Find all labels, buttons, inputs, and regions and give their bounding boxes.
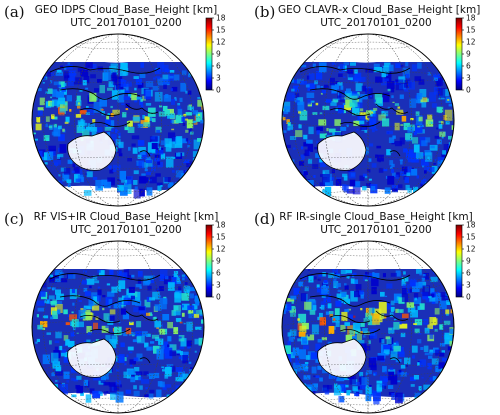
colorbar-tick-label: 9 bbox=[466, 257, 471, 266]
panel-label: (a) bbox=[4, 3, 25, 21]
colorbar-gradient bbox=[206, 225, 212, 297]
colorbar-tick-label: 3 bbox=[466, 281, 471, 290]
globe-surface bbox=[280, 32, 456, 208]
panel-time-text: UTC_20170101_0200 bbox=[28, 224, 224, 237]
panel-b: (b) GEO CLAVR-x Cloud_Base_Height [km] U… bbox=[250, 0, 500, 206]
colorbar-tick-label: 0 bbox=[216, 293, 221, 302]
globe-surface bbox=[30, 239, 206, 415]
colorbar-tick-label: 9 bbox=[216, 257, 221, 266]
colorbar-tick-label: 3 bbox=[216, 74, 221, 83]
globe-surface bbox=[280, 239, 456, 415]
colorbar-tick-label: 18 bbox=[466, 221, 476, 230]
colorbar-gradient bbox=[456, 18, 462, 90]
globe-map bbox=[30, 32, 206, 208]
panel-title-text: GEO IDPS Cloud_Base_Height [km] bbox=[28, 4, 224, 17]
colorbar-tick-label: 12 bbox=[216, 245, 226, 254]
colorbar-tick-label: 0 bbox=[466, 86, 471, 95]
panel-title-text: GEO CLAVR-x Cloud_Base_Height [km] bbox=[278, 4, 474, 17]
panel-label: (d) bbox=[254, 210, 275, 228]
colorbar-gradient bbox=[206, 18, 212, 90]
globe-surface bbox=[30, 32, 206, 208]
colorbar-tick-label: 0 bbox=[216, 86, 221, 95]
panel-time-text: UTC_20170101_0200 bbox=[28, 17, 224, 30]
colorbar-tick-label: 9 bbox=[466, 50, 471, 59]
colorbar-tick-label: 18 bbox=[466, 14, 476, 23]
colorbar-tick-label: 6 bbox=[216, 269, 221, 278]
panel-d: (d) RF IR-single Cloud_Base_Height [km] … bbox=[250, 207, 500, 413]
panel-title: GEO IDPS Cloud_Base_Height [km] UTC_2017… bbox=[28, 4, 224, 30]
panel-a: (a) GEO IDPS Cloud_Base_Height [km] UTC_… bbox=[0, 0, 250, 206]
colorbar-tick-label: 15 bbox=[216, 26, 226, 35]
colorbar-tick-label: 18 bbox=[216, 221, 226, 230]
panel-title: RF IR-single Cloud_Base_Height [km] UTC_… bbox=[278, 211, 474, 237]
colorbar-tick-label: 12 bbox=[216, 38, 226, 47]
colorbar-tick-label: 9 bbox=[216, 50, 221, 59]
globe-map bbox=[30, 239, 206, 415]
globe-map bbox=[280, 239, 456, 415]
globe-map bbox=[280, 32, 456, 208]
panel-time-text: UTC_20170101_0200 bbox=[278, 17, 474, 30]
colorbar-tick-label: 15 bbox=[466, 233, 476, 242]
colorbar-tick-label: 6 bbox=[466, 269, 471, 278]
colorbar-tick-label: 3 bbox=[466, 74, 471, 83]
panel-title: GEO CLAVR-x Cloud_Base_Height [km] UTC_2… bbox=[278, 4, 474, 30]
colorbar-tick-label: 18 bbox=[216, 14, 226, 23]
colorbar-tick-label: 6 bbox=[466, 62, 471, 71]
panel-c: (c) RF VIS+IR Cloud_Base_Height [km] UTC… bbox=[0, 207, 250, 413]
colorbar-gradient bbox=[456, 225, 462, 297]
panel-title: RF VIS+IR Cloud_Base_Height [km] UTC_201… bbox=[28, 211, 224, 237]
panel-time-text: UTC_20170101_0200 bbox=[278, 224, 474, 237]
colorbar-tick-label: 0 bbox=[466, 293, 471, 302]
panel-label: (c) bbox=[4, 210, 24, 228]
colorbar-tick-label: 12 bbox=[466, 245, 476, 254]
colorbar-tick-label: 15 bbox=[466, 26, 476, 35]
colorbar-tick-label: 3 bbox=[216, 281, 221, 290]
panel-title-text: RF VIS+IR Cloud_Base_Height [km] bbox=[28, 211, 224, 224]
panel-title-text: RF IR-single Cloud_Base_Height [km] bbox=[278, 211, 474, 224]
colorbar-tick-label: 12 bbox=[466, 38, 476, 47]
colorbar-tick-label: 15 bbox=[216, 233, 226, 242]
colorbar-tick-label: 6 bbox=[216, 62, 221, 71]
panel-label: (b) bbox=[254, 3, 275, 21]
